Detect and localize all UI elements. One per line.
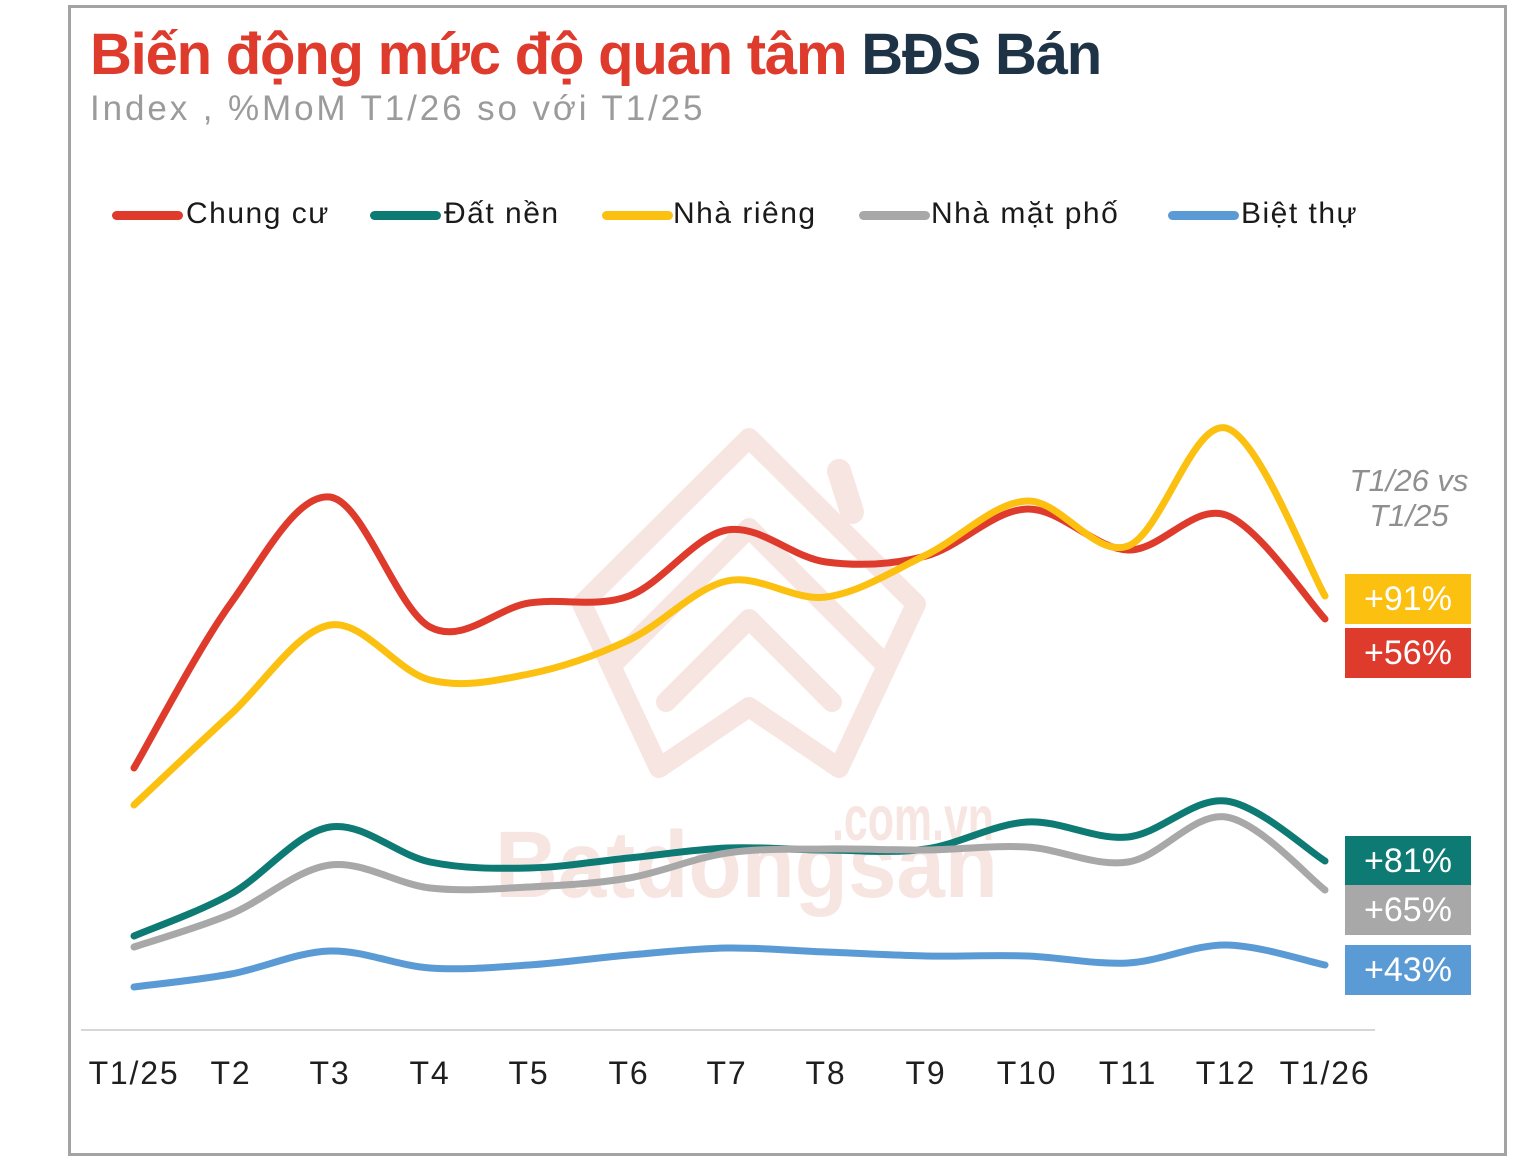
svg-text:.com.vn: .com.vn [832,784,994,854]
